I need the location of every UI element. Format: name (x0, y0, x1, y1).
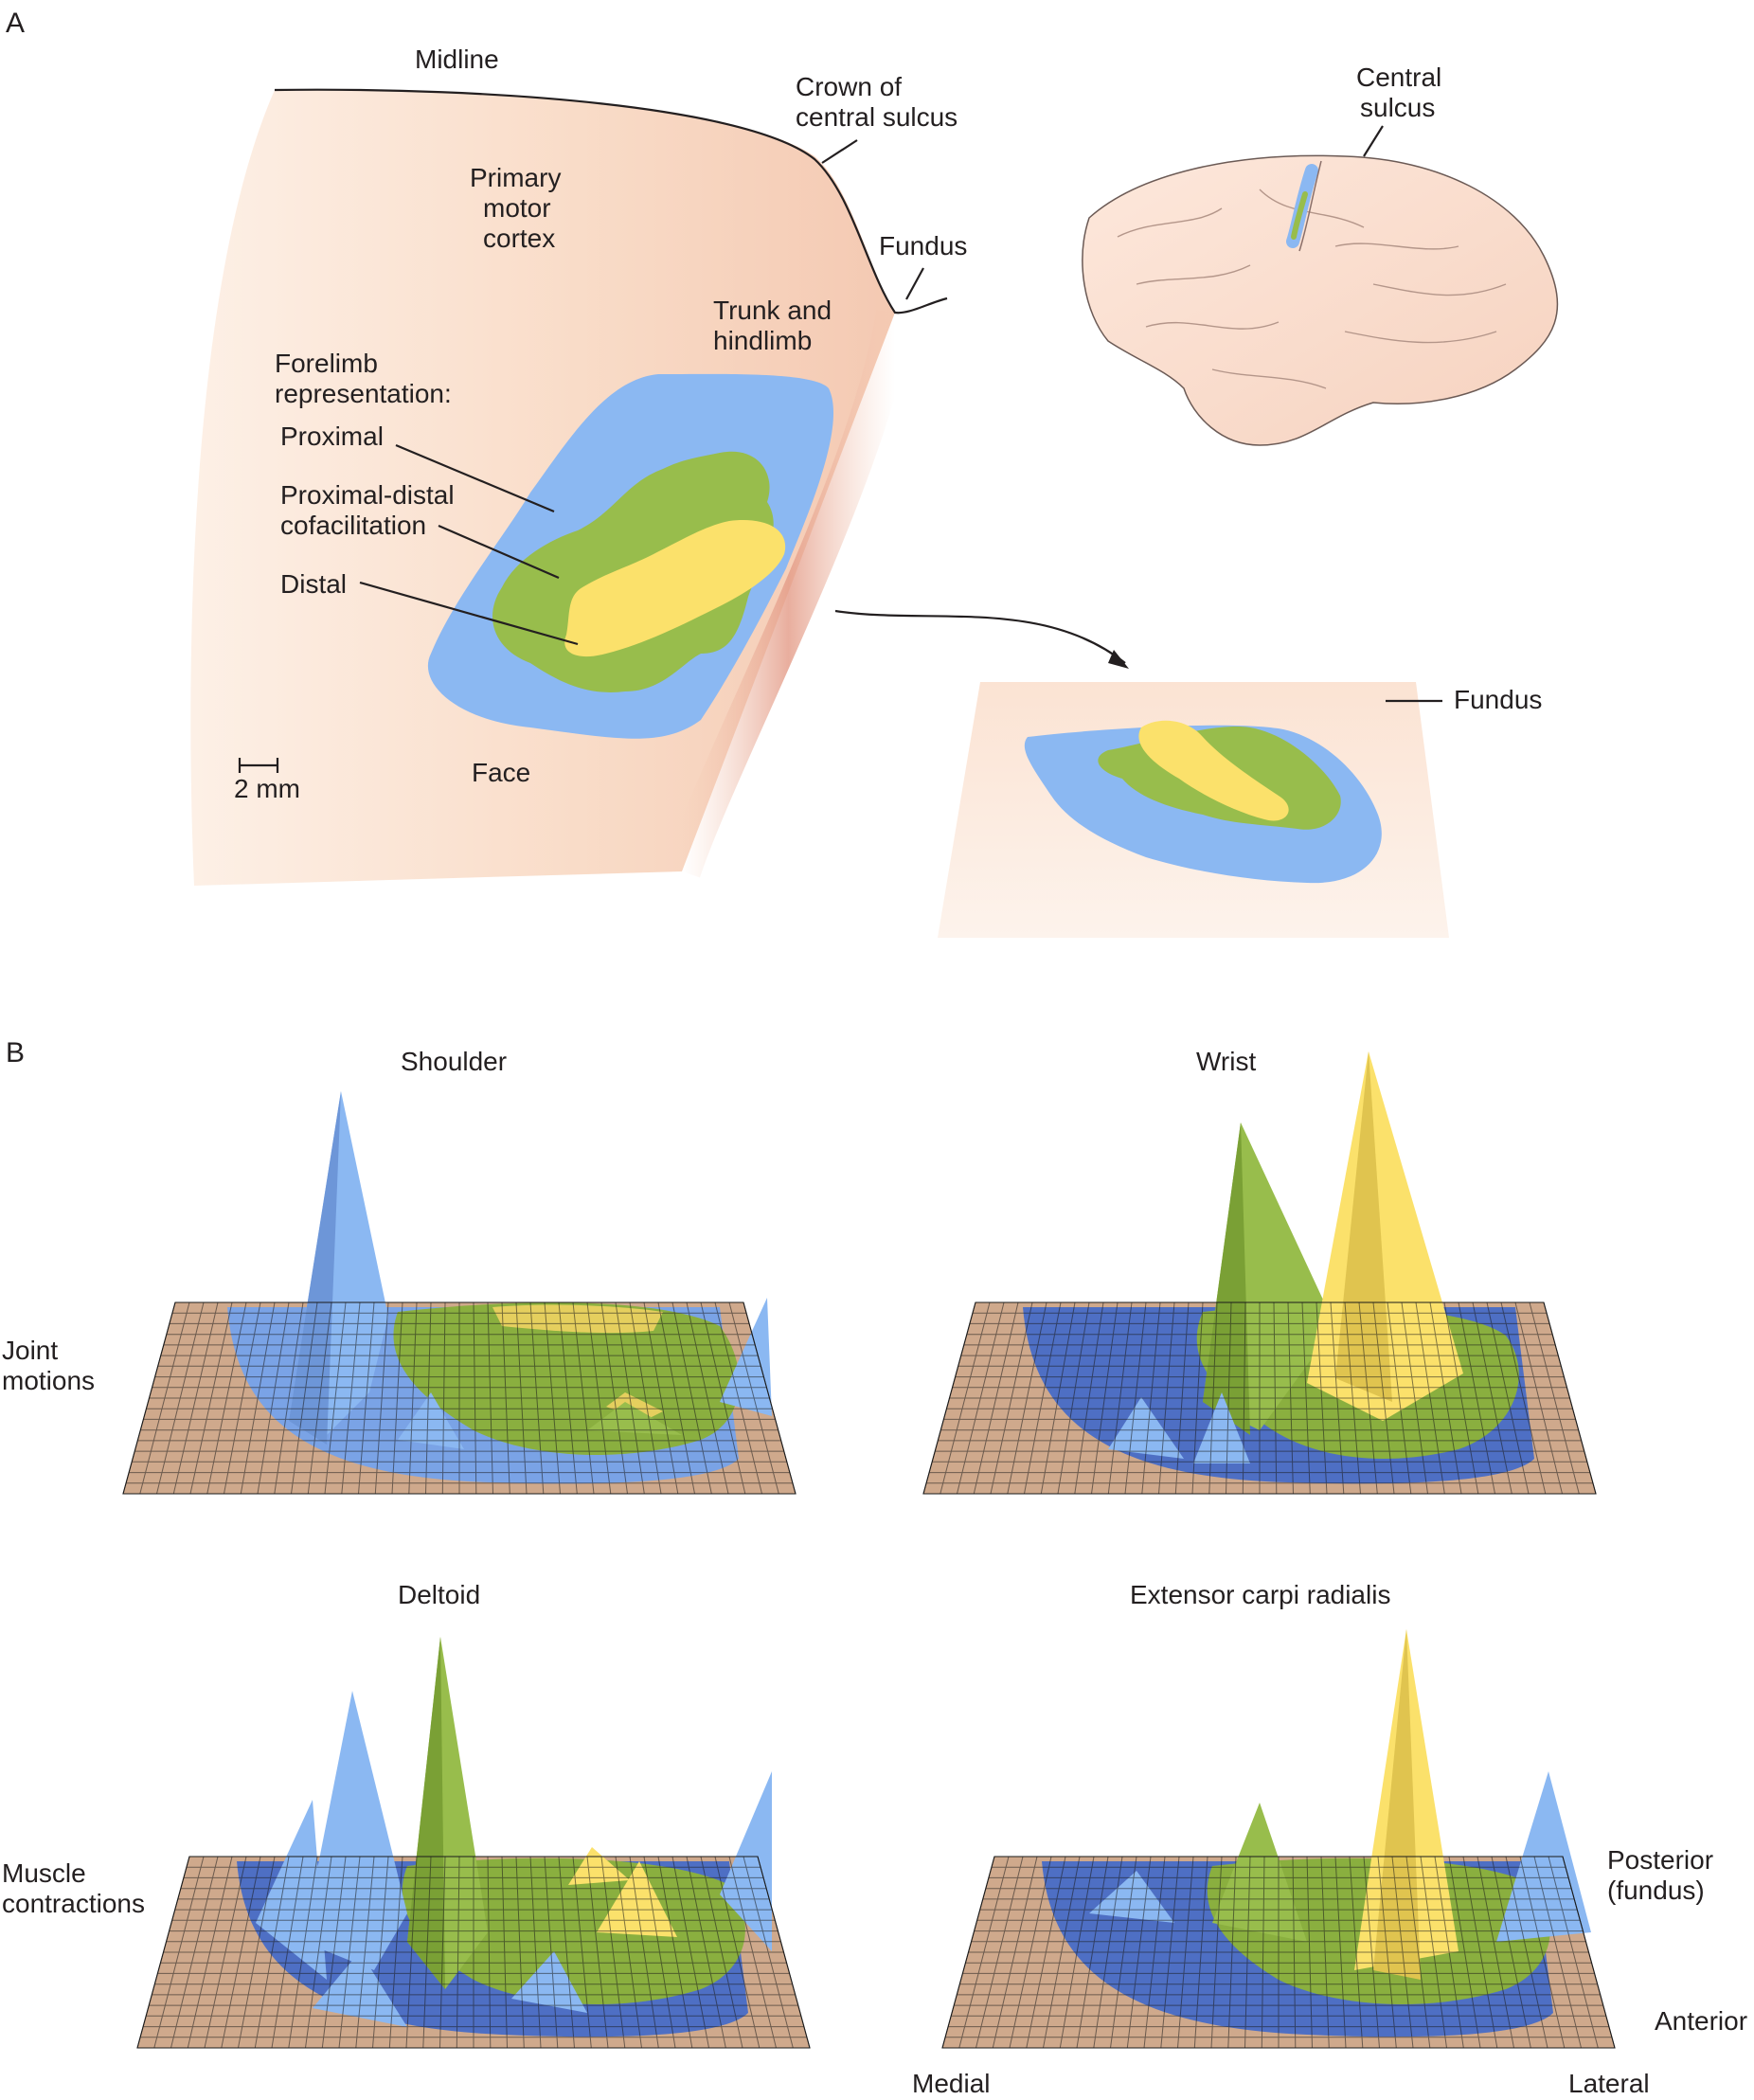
label-forelimb-2: representation: (275, 379, 452, 408)
label-primary-1: Primary (470, 163, 561, 192)
label-crown-1: Crown of (796, 72, 902, 101)
inset-flattened-map (938, 682, 1449, 938)
label-proximal: Proximal (280, 422, 384, 451)
label-trunk-2: hindlimb (713, 326, 812, 355)
axis-label-posterior-2: (fundus) (1607, 1876, 1705, 1905)
floor-outline (136, 1856, 811, 2049)
leader-crown (821, 139, 858, 164)
leader-cofacilitation (438, 524, 560, 580)
axis-label-lateral: Lateral (1568, 2069, 1650, 2098)
label-central-2: sulcus (1360, 93, 1435, 122)
arrow-curve (834, 609, 1126, 664)
axis-label-anterior: Anterior (1655, 2006, 1747, 2036)
label-face: Face (472, 758, 530, 787)
title-wrist: Wrist (1196, 1047, 1256, 1076)
leader-central (1363, 125, 1384, 157)
row-label-joint-1: Joint (2, 1336, 58, 1365)
label-trunk-1: Trunk and (713, 296, 832, 325)
forelimb-map (427, 373, 834, 739)
inset-distal (1138, 720, 1289, 821)
row-label-joint-2: motions (2, 1366, 95, 1395)
scale-bar (238, 758, 279, 773)
label-primary-3: cortex (483, 224, 555, 253)
label-fundus-inset: Fundus (1454, 685, 1542, 714)
label-forelimb-1: Forelimb (275, 349, 378, 378)
row-label-muscle-1: Muscle (2, 1858, 86, 1888)
label-cofac-1: Proximal-distal (280, 480, 455, 510)
axis-label-medial: Medial (912, 2069, 990, 2098)
row-label-muscle-2: contractions (2, 1889, 145, 1918)
label-midline: Midline (415, 45, 499, 74)
floor-outline (922, 1301, 1597, 1495)
floor-outline (122, 1301, 796, 1495)
panel-b-letter: B (6, 1037, 25, 1068)
title-deltoid: Deltoid (398, 1580, 480, 1609)
arrow-head (1108, 650, 1129, 669)
distal-zone (564, 520, 786, 657)
label-cofac-2: cofacilitation (280, 511, 426, 540)
label-fundus: Fundus (879, 231, 967, 260)
title-shoulder: Shoulder (401, 1047, 507, 1076)
leader-fundus (905, 267, 924, 300)
floor-outline (941, 1856, 1616, 2049)
panel-a-letter: A (6, 8, 25, 39)
label-scale: 2 mm (234, 774, 300, 803)
brain-illustration (1082, 154, 1559, 446)
label-crown-2: central sulcus (796, 102, 958, 132)
label-primary-2: motor (483, 193, 551, 223)
leader-proximal (395, 443, 555, 513)
wireframe-mesh (122, 1301, 1616, 2049)
label-central-1: Central (1356, 63, 1441, 92)
axis-label-posterior-1: Posterior (1607, 1845, 1713, 1875)
label-distal: Distal (280, 569, 347, 599)
leader-distal (359, 581, 579, 646)
title-extensor: Extensor carpi radialis (1130, 1580, 1390, 1609)
